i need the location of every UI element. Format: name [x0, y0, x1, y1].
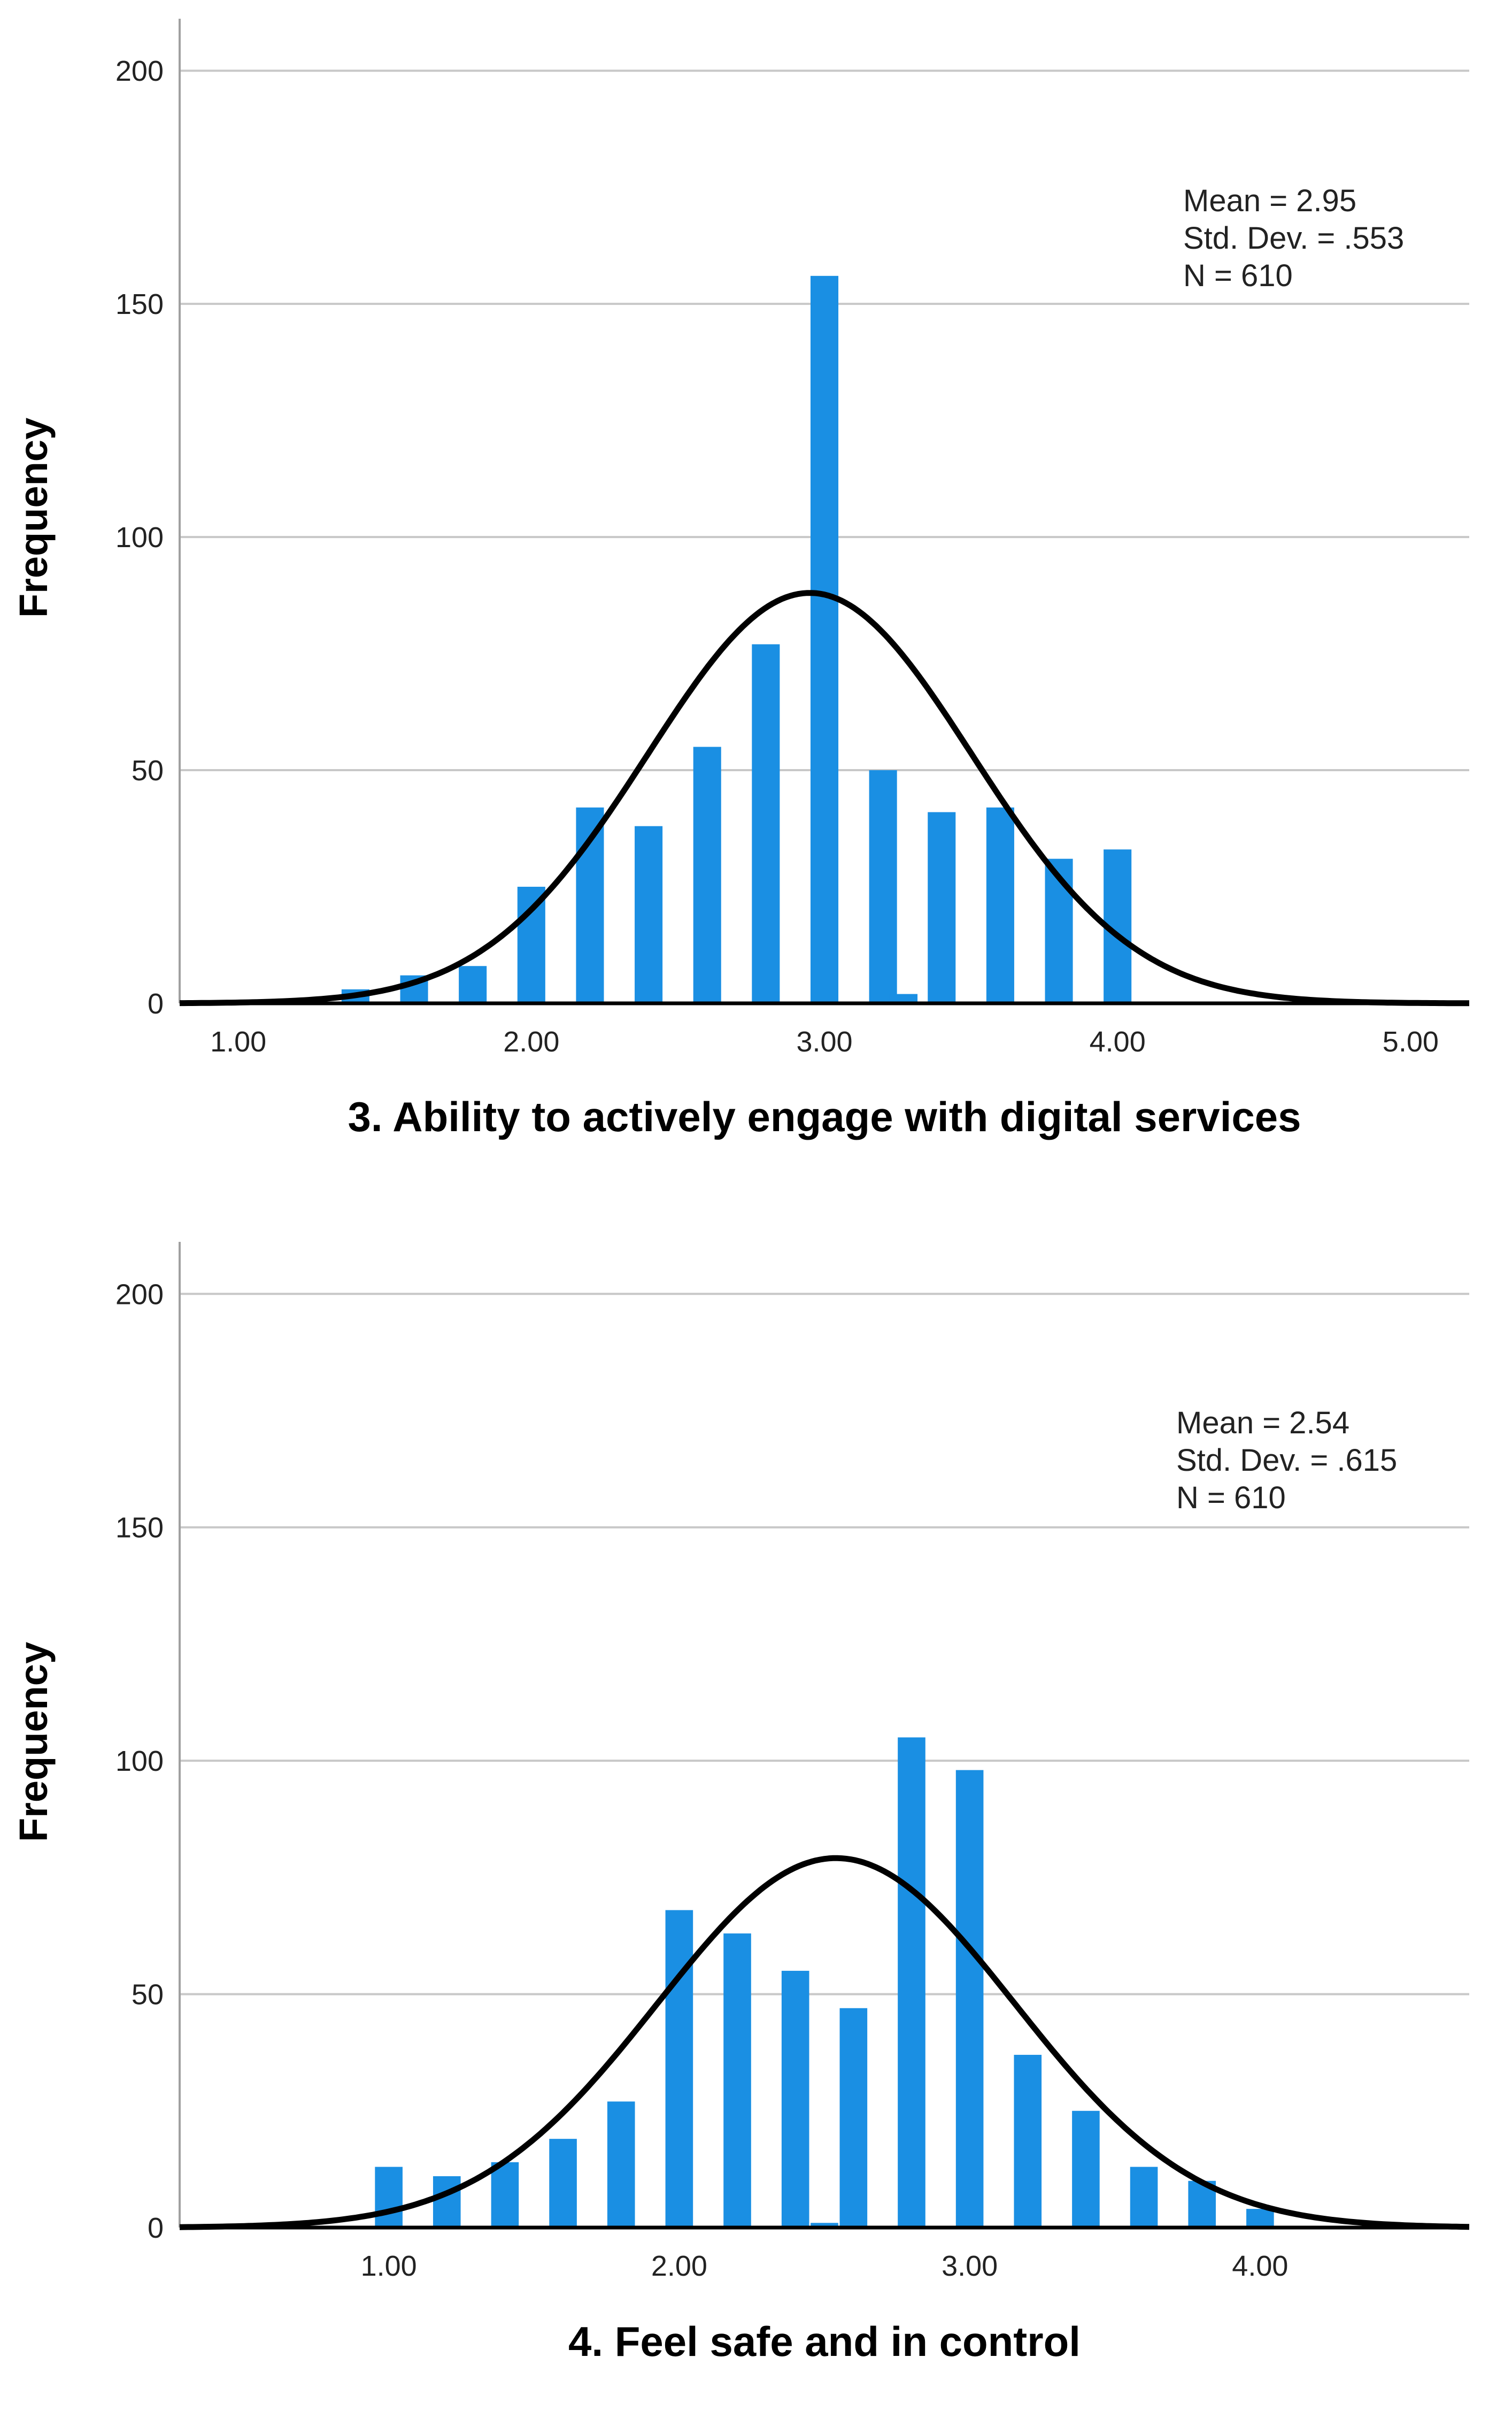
histogram-bar: [1130, 2167, 1158, 2228]
stats-label: N = 610: [1176, 1480, 1286, 1515]
x-axis-title: 3. Ability to actively engage with digit…: [348, 1093, 1301, 1140]
histogram-bar: [986, 807, 1014, 1003]
y-tick-label: 100: [115, 521, 164, 554]
histogram-bar: [723, 1933, 751, 2228]
y-axis-title: Frequency: [11, 418, 56, 618]
histogram-bar: [898, 1737, 925, 2228]
histogram-bar: [1072, 2110, 1100, 2228]
x-tick-label: 2.00: [503, 1026, 559, 1058]
histogram-bar: [375, 2167, 403, 2228]
chart-feel-safe-control: 0 50 100 150 200 1.00 2.00 3.00 4.00 4. Feel safe…: [11, 1242, 1470, 2365]
y-tick-label: 0: [148, 988, 164, 1020]
x-tick-label: 1.00: [210, 1026, 266, 1058]
histogram-bar: [693, 747, 721, 1003]
chart-ability-digital-services: 0 50 100 150 200 1.00 2.00 3.00 4.00 5.00 3. Abili…: [11, 19, 1469, 1140]
x-tick-label: 3.00: [796, 1026, 852, 1058]
stats-label: Std. Dev. = .553: [1183, 221, 1404, 256]
x-tick-label: 5.00: [1383, 1026, 1439, 1058]
stats-label: N = 610: [1183, 258, 1293, 293]
histogram-bar: [781, 1970, 809, 2228]
histogram-bar: [811, 2223, 838, 2228]
y-tick-label: 50: [132, 755, 164, 787]
x-tick-label: 4.00: [1232, 2250, 1288, 2282]
histogram-bar: [928, 812, 956, 1003]
x-axis-title: 4. Feel safe and in control: [568, 2318, 1081, 2365]
histogram-bar: [1246, 2209, 1274, 2228]
y-tick-label: 150: [115, 288, 164, 320]
histogram-bar: [607, 2101, 635, 2228]
histogram-bar: [491, 2162, 519, 2228]
histogram-bar: [869, 770, 897, 1003]
histogram-bar: [635, 826, 663, 1003]
y-tick-label: 50: [132, 1979, 164, 2011]
x-tick-label: 1.00: [361, 2250, 417, 2282]
histogram-bar: [810, 275, 839, 1003]
histogram-bar: [889, 994, 918, 1003]
stats-label: Mean = 2.95: [1183, 183, 1356, 218]
x-tick-label: 4.00: [1090, 1026, 1146, 1058]
x-tick-label: 2.00: [651, 2250, 707, 2282]
histogram-bar: [955, 1770, 984, 2228]
histogram-bar: [839, 2008, 868, 2228]
histogram-bar: [665, 1910, 693, 2228]
histogram-bar: [1014, 2055, 1042, 2228]
histogram-bar: [433, 2176, 461, 2228]
histogram-bar: [549, 2139, 577, 2228]
y-tick-label: 100: [115, 1745, 164, 1777]
histogram-bar: [1045, 858, 1073, 1003]
histogram-bar: [752, 644, 780, 1003]
normal-curve: [179, 1855, 1470, 2230]
histogram-bar: [517, 887, 545, 1003]
normal-curve: [180, 590, 1469, 1007]
histogram-bar: [459, 966, 487, 1003]
stats-label: Std. Dev. = .615: [1176, 1443, 1397, 1478]
stats-label: Mean = 2.54: [1176, 1406, 1349, 1440]
y-tick-label: 0: [148, 2212, 164, 2244]
y-tick-label: 200: [115, 55, 164, 87]
x-tick-label: 3.00: [942, 2250, 998, 2282]
y-tick-label: 150: [115, 1512, 164, 1544]
y-tick-label: 200: [115, 1278, 164, 1310]
y-axis-title: Frequency: [11, 1642, 56, 1842]
